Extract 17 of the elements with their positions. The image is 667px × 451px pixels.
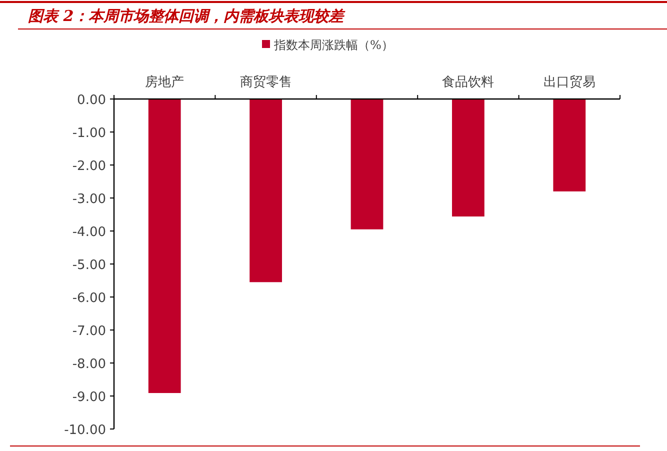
- legend: 指数本周涨跌幅（%）: [262, 38, 394, 52]
- y-tick-label: -5.00: [72, 258, 106, 273]
- y-tick-label: -1.00: [72, 126, 106, 141]
- x-tick-label: 出口贸易: [543, 75, 596, 90]
- y-tick-label: 0.00: [77, 93, 106, 108]
- x-tick-label: 食品饮料: [442, 75, 494, 90]
- x-tick-label: 房地产: [145, 74, 184, 90]
- chart-title: 图表 2：本周市场整体回调，内需板块表现较差: [28, 7, 346, 25]
- y-tick-label: -3.00: [72, 192, 106, 207]
- x-tick-label: 商贸零售: [240, 75, 292, 90]
- y-tick-label: -2.00: [72, 159, 106, 174]
- y-tick-label: -9.00: [72, 390, 106, 405]
- y-tick-label: -6.00: [72, 291, 106, 306]
- y-tick-label: -8.00: [72, 357, 106, 372]
- y-tick-label: -4.00: [72, 225, 106, 240]
- y-tick-label: -7.00: [72, 324, 106, 339]
- y-tick-label: -10.00: [64, 423, 106, 438]
